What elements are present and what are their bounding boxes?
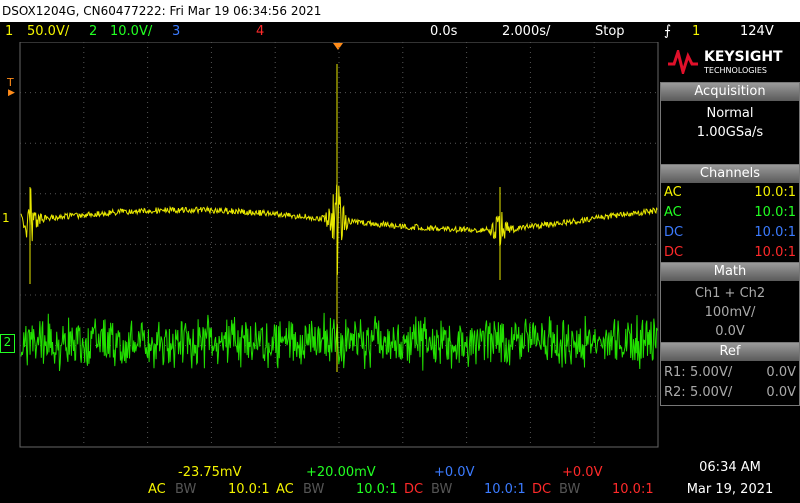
channel-probe: 10.0:1 [754, 225, 796, 240]
ch2-scale: 10.0V/ [110, 24, 153, 39]
channel-coupling: AC [148, 482, 166, 497]
channel-bw: BW [175, 482, 197, 497]
trigger-arrow: ▶ [8, 88, 15, 98]
channel-probe: 10.0:1 [612, 482, 654, 497]
ch1-trace [20, 184, 658, 275]
trigger-marker: T [7, 76, 14, 89]
ch1-num: 1 [5, 24, 14, 39]
ref-name: R2: [664, 385, 686, 400]
channel-coupling: DC [532, 482, 552, 497]
channel-offset: +20.00mV [306, 465, 376, 480]
trigger-position [333, 43, 343, 50]
trigger-level: 124V [740, 24, 774, 39]
ch4-num: 4 [256, 24, 265, 39]
channels-title: Channels [661, 165, 799, 183]
ch2-trace [20, 312, 658, 372]
trigger-source: 1 [692, 24, 701, 39]
clock-date: Mar 19, 2021 [686, 482, 774, 497]
channel-coupling: DC [664, 225, 684, 240]
channel-coupling: AC [664, 185, 682, 200]
channel-probe: 10.0:1 [356, 482, 398, 497]
channel-bw: BW [559, 482, 581, 497]
time-offset: 0.0s [430, 24, 458, 39]
clock-time: 06:34 AM [699, 460, 761, 475]
math-expr: Ch1 + Ch2 [694, 286, 766, 301]
channel-bw: BW [431, 482, 453, 497]
channel-bw: BW [303, 482, 325, 497]
ch2-num: 2 [89, 24, 98, 39]
channel-coupling: AC [664, 205, 682, 220]
ref-scale: 5.00V/ [690, 365, 733, 380]
channel-coupling: DC [404, 482, 424, 497]
channel-coupling: AC [276, 482, 294, 497]
channel-probe: 10.0:1 [484, 482, 526, 497]
channel-probe: 10.0:1 [228, 482, 270, 497]
math-scale: 100mV/ [704, 305, 756, 320]
channel-coupling: DC [664, 245, 684, 260]
acq-mode: Normal [706, 106, 754, 121]
ch1-scale: 50.0V/ [27, 24, 70, 39]
title-bar: DSOX1204G, CN60477222: Fri Mar 19 06:34:… [0, 0, 800, 22]
brand: KEYSIGHT TECHNOLOGIES [660, 42, 800, 82]
time-scale: 2.000s/ [502, 24, 551, 39]
brand-name: KEYSIGHT [704, 49, 783, 65]
waveform-display [19, 42, 659, 448]
ref-name: R1: [664, 365, 686, 380]
channel-probe: 10.0:1 [754, 185, 796, 200]
trigger-icon: ⨍ [664, 23, 672, 39]
brand-sub: TECHNOLOGIES [704, 66, 767, 75]
acq-rate: 1.00GSa/s [696, 125, 764, 140]
channel-probe: 10.0:1 [754, 205, 796, 220]
ch1-marker: 1 [2, 211, 10, 225]
math-offset: 0.0V [715, 324, 745, 339]
acquisition-title: Acquisition [661, 83, 799, 101]
ref-title: Ref [661, 343, 799, 361]
ch3-num: 3 [172, 24, 181, 39]
ref-offset: 0.0V [766, 385, 796, 400]
ref-scale: 5.00V/ [690, 385, 733, 400]
channel-offset: -23.75mV [178, 465, 242, 480]
run-state: Stop [595, 24, 625, 39]
ch2-marker: 2 [0, 334, 15, 353]
brand-logo [668, 50, 698, 74]
channel-probe: 10.0:1 [754, 245, 796, 260]
math-title: Math [661, 263, 799, 281]
ref-offset: 0.0V [766, 365, 796, 380]
channel-offset: +0.0V [434, 465, 475, 480]
channel-offset: +0.0V [562, 465, 603, 480]
